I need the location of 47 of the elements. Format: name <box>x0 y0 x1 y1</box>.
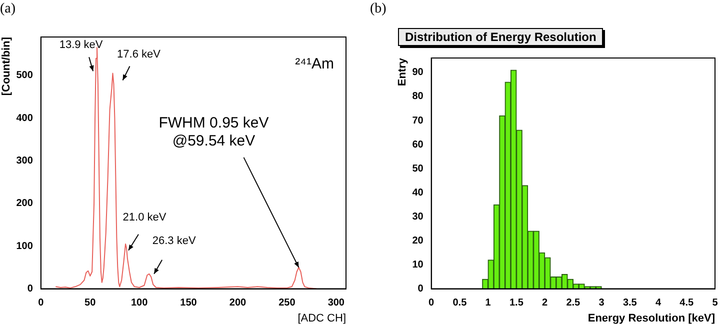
y-tick-label: 70 <box>412 115 424 126</box>
y-tick-label: 400 <box>16 112 34 124</box>
annotation: ²⁴¹Am <box>295 56 334 73</box>
x-tick-label: 4 <box>655 298 662 309</box>
y-axis-title: [Count/bin] <box>0 36 13 96</box>
y-tick-label: 300 <box>16 156 34 167</box>
x-tick-label: 4.5 <box>680 298 694 309</box>
y-tick-label: 200 <box>16 198 34 210</box>
x-tick-label: 250 <box>278 298 296 309</box>
annotation: 26.3 keV <box>152 234 196 247</box>
x-tick-label: 200 <box>229 298 247 309</box>
x-tick-label: 0 <box>38 298 44 309</box>
x-tick-label: 300 <box>328 298 345 309</box>
chart-title: Distribution of Energy Resolution <box>398 28 604 46</box>
y-tick-label: 60 <box>412 139 424 150</box>
annotation: 21.0 keV <box>122 211 167 224</box>
x-tick-label: 100 <box>130 298 148 309</box>
x-tick-label: 2.5 <box>566 298 581 309</box>
x-tick-label: 0.5 <box>452 298 468 309</box>
y-tick-label: 50 <box>412 163 424 174</box>
annotation: 13.9 keV <box>59 39 104 52</box>
x-axis-title: Energy Resolution [keV] <box>588 312 716 324</box>
y-tick-label: 40 <box>412 187 424 198</box>
x-tick-label: 5 <box>712 298 718 309</box>
x-tick-label: 150 <box>180 298 198 309</box>
y-tick-label: 80 <box>412 91 424 102</box>
annotation: FWHM 0.95 keV @59.54 keV <box>158 114 269 150</box>
text: (a) <box>0 2 16 17</box>
text: (b) <box>370 2 387 17</box>
y-tick-label: 100 <box>16 240 34 252</box>
x-tick-label: 0 <box>428 298 435 309</box>
y-axis-title: Entry <box>396 57 409 86</box>
x-axis-title: [ADC CH] <box>298 312 346 324</box>
x-tick-label: 50 <box>84 298 96 309</box>
y-tick-label: 500 <box>16 70 34 82</box>
x-tick-label: 1.5 <box>509 298 524 309</box>
x-tick-label: 1 <box>485 298 492 309</box>
y-tick-label: 0 <box>418 284 424 295</box>
y-tick-label: 30 <box>412 211 424 222</box>
x-tick-label: 2 <box>542 298 548 309</box>
y-tick-label: 10 <box>412 260 424 271</box>
x-tick-label: 3.5 <box>622 298 638 309</box>
y-tick-label: 90 <box>412 67 424 78</box>
y-tick-label: 20 <box>412 235 424 246</box>
x-tick-label: 3 <box>598 298 605 309</box>
y-tick-label: 0 <box>27 284 34 295</box>
annotation: 17.6 keV <box>117 48 162 60</box>
